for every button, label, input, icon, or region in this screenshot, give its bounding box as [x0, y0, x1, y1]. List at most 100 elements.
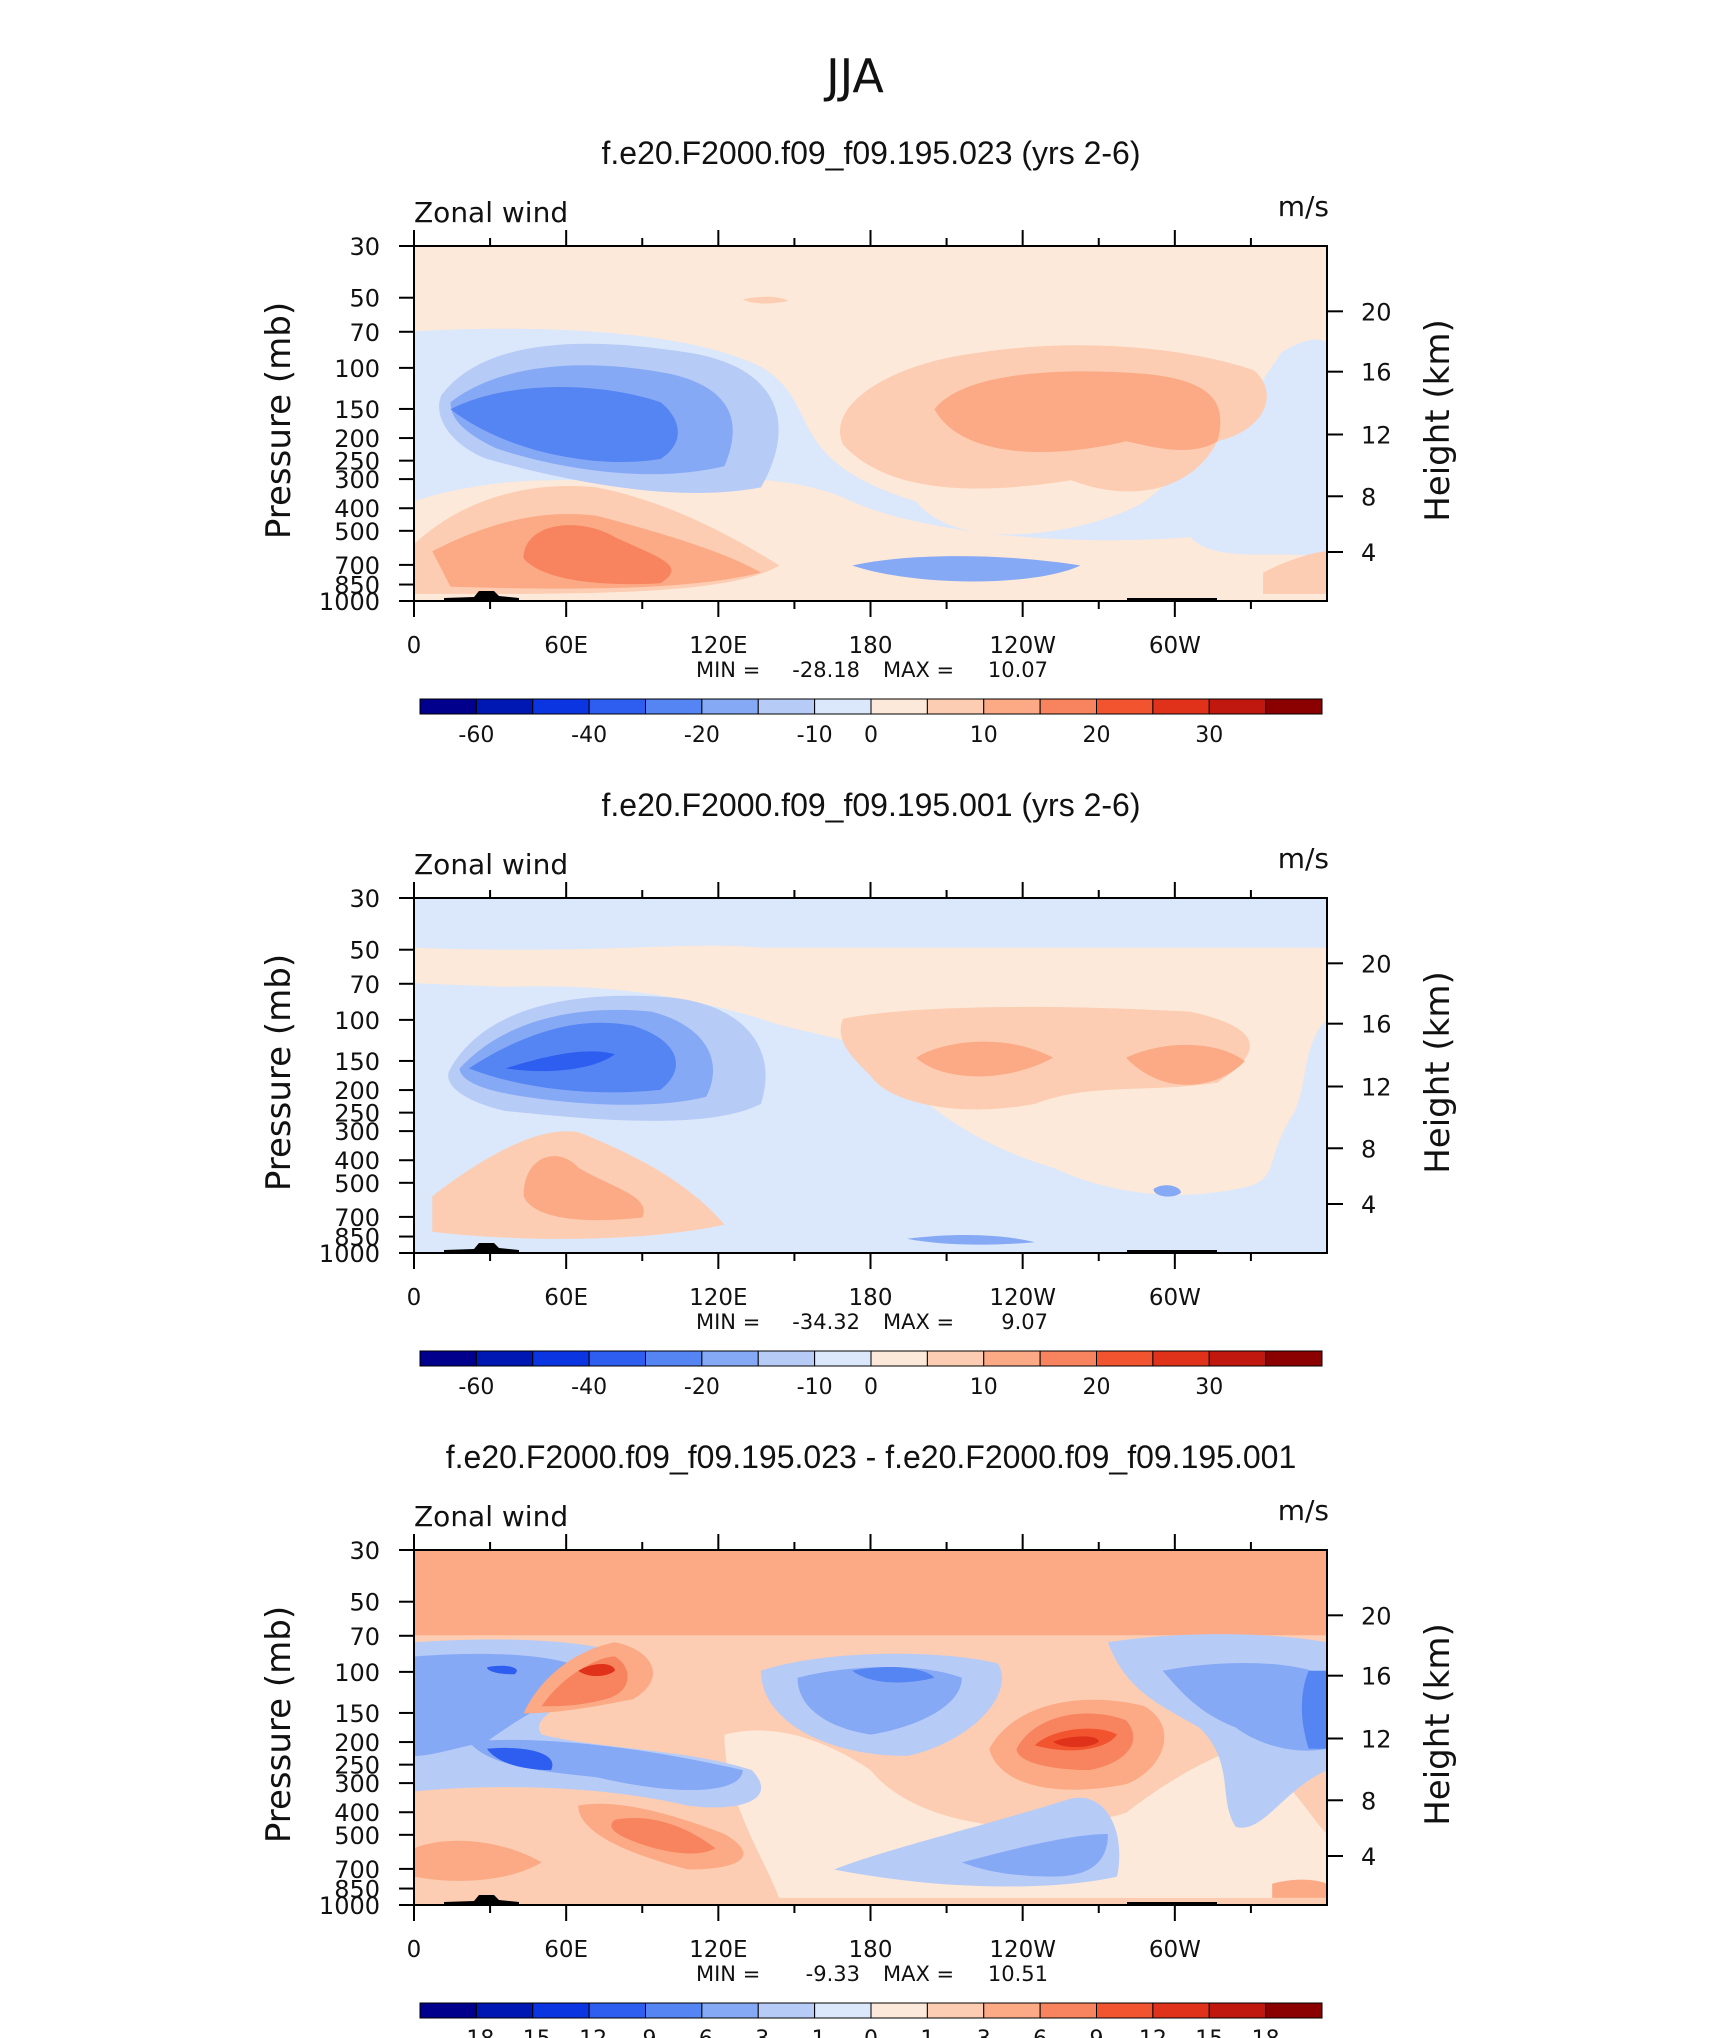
min-value: -34.32	[792, 1310, 860, 1334]
colorbar-label: 9	[1090, 2027, 1104, 2038]
y-tick-label: 500	[334, 518, 380, 546]
contour-region	[414, 1550, 1327, 1636]
colorbar-swatch	[983, 2002, 1041, 2019]
colorbar-label: 20	[1083, 723, 1111, 748]
colorbar-swatch	[1208, 2002, 1267, 2019]
y2-axis-label: Height (km)	[1418, 1623, 1458, 1826]
colorbar-swatch	[701, 698, 759, 715]
units-label: m/s	[1278, 1494, 1329, 1527]
y-tick-label: 300	[334, 1118, 380, 1146]
colorbar-swatch	[1152, 1350, 1210, 1367]
y-tick-label: 1000	[319, 1892, 380, 1920]
y-tick-label: 150	[334, 1048, 380, 1076]
x-tick-label: 0	[407, 633, 422, 659]
min-label: MIN =	[696, 1310, 760, 1334]
contour-region	[414, 945, 1327, 1195]
contour-region	[852, 556, 1081, 582]
contour-fills	[414, 1550, 1327, 1905]
colorbar-swatch	[926, 698, 985, 715]
colorbar-label: -60	[458, 723, 494, 748]
colorbar-swatch	[926, 2002, 985, 2019]
colorbar-label: 10	[970, 1375, 998, 1400]
colorbar-label: 0	[864, 1375, 878, 1400]
terrain-mask	[1127, 598, 1217, 601]
colorbar-label: 10	[970, 723, 998, 748]
y2-tick-label: 4	[1361, 1191, 1376, 1219]
contour-region	[450, 387, 678, 463]
colorbar-swatch	[814, 1350, 872, 1367]
y-tick-label: 400	[334, 495, 380, 523]
panel-title: f.e20.F2000.f09_f09.195.001 (yrs 2-6)	[601, 787, 1140, 823]
max-value: 10.07	[988, 658, 1048, 682]
y-tick-label: 100	[334, 1007, 380, 1035]
colorbar-swatch	[419, 1350, 477, 1367]
colorbar-swatch	[645, 1350, 703, 1367]
colorbar-swatch	[1265, 698, 1323, 715]
y-tick-label: 850	[334, 1224, 380, 1252]
y-tick-label: 30	[349, 233, 380, 261]
contour-region	[961, 1834, 1108, 1877]
colorbar-label: 1	[920, 2027, 934, 2038]
colorbar-swatch	[1208, 698, 1267, 715]
colorbar-swatch	[1039, 2002, 1097, 2019]
y2-tick-label: 8	[1361, 483, 1376, 511]
contour-region	[934, 371, 1221, 453]
panel-title: f.e20.F2000.f09_f09.195.023 - f.e20.F200…	[446, 1439, 1296, 1475]
panel-3: f.e20.F2000.f09_f09.195.023 - f.e20.F200…	[259, 1439, 1458, 2038]
contour-region	[852, 1667, 935, 1683]
colorbar-swatch	[475, 2002, 534, 2019]
y2-tick-label: 16	[1361, 1011, 1392, 1039]
min-label: MIN =	[696, 1962, 760, 1986]
contour-region	[487, 1747, 553, 1771]
colorbar-swatch	[983, 698, 1041, 715]
colorbar-label: -40	[571, 1375, 607, 1400]
colorbar-label: -15	[515, 2027, 551, 2038]
colorbar-swatch	[1265, 1350, 1323, 1367]
colorbar-label: 0	[864, 2027, 878, 2038]
colorbar-label: 30	[1195, 723, 1223, 748]
y-tick-label: 70	[349, 971, 380, 999]
contour-region	[611, 1817, 716, 1854]
contour-fills	[414, 898, 1327, 1253]
x-tick-label: 180	[849, 1937, 893, 1963]
colorbar-swatch	[701, 2002, 759, 2019]
colorbar-label: 3	[977, 2027, 991, 2038]
y2-tick-label: 4	[1361, 1843, 1376, 1871]
contour-region	[1053, 1736, 1099, 1748]
x-tick-label: 60E	[544, 1285, 588, 1311]
min-value: -28.18	[792, 658, 860, 682]
x-tick-label: 180	[849, 633, 893, 659]
y-tick-label: 1000	[319, 1240, 380, 1268]
y-tick-label: 850	[334, 572, 380, 600]
x-tick-label: 120W	[989, 1937, 1056, 1963]
colorbar-label: -9	[635, 2027, 657, 2038]
colorbar-swatch	[588, 1350, 646, 1367]
contour-region	[1301, 1670, 1327, 1749]
contour-region	[505, 1051, 615, 1072]
colorbar-swatch	[645, 698, 703, 715]
y-axis-label: Pressure (mb)	[259, 1606, 299, 1843]
colorbar-swatch	[419, 2002, 477, 2019]
colorbar-label: 6	[1033, 2027, 1047, 2038]
x-tick-label: 120W	[989, 633, 1056, 659]
y-tick-label: 250	[334, 1752, 380, 1780]
x-tick-label: 60E	[544, 1937, 588, 1963]
max-label: MAX =	[883, 658, 954, 682]
terrain-mask	[444, 1243, 519, 1253]
contour-region	[907, 1234, 1035, 1245]
y-tick-label: 500	[334, 1170, 380, 1198]
contour-fills	[414, 246, 1327, 601]
y-tick-label: 700	[334, 1204, 380, 1232]
max-label: MAX =	[883, 1310, 954, 1334]
terrain-mask	[1127, 1250, 1217, 1253]
contour-region	[1153, 1185, 1181, 1197]
y2-tick-label: 12	[1361, 1726, 1392, 1754]
y-tick-label: 30	[349, 885, 380, 913]
y-tick-label: 100	[334, 1659, 380, 1687]
x-tick-label: 120E	[689, 1285, 747, 1311]
y2-tick-label: 12	[1361, 1074, 1392, 1102]
y-tick-label: 50	[349, 1589, 380, 1617]
y-tick-label: 1000	[319, 588, 380, 616]
contour-region	[1162, 1662, 1327, 1751]
colorbar-swatch	[1152, 698, 1210, 715]
